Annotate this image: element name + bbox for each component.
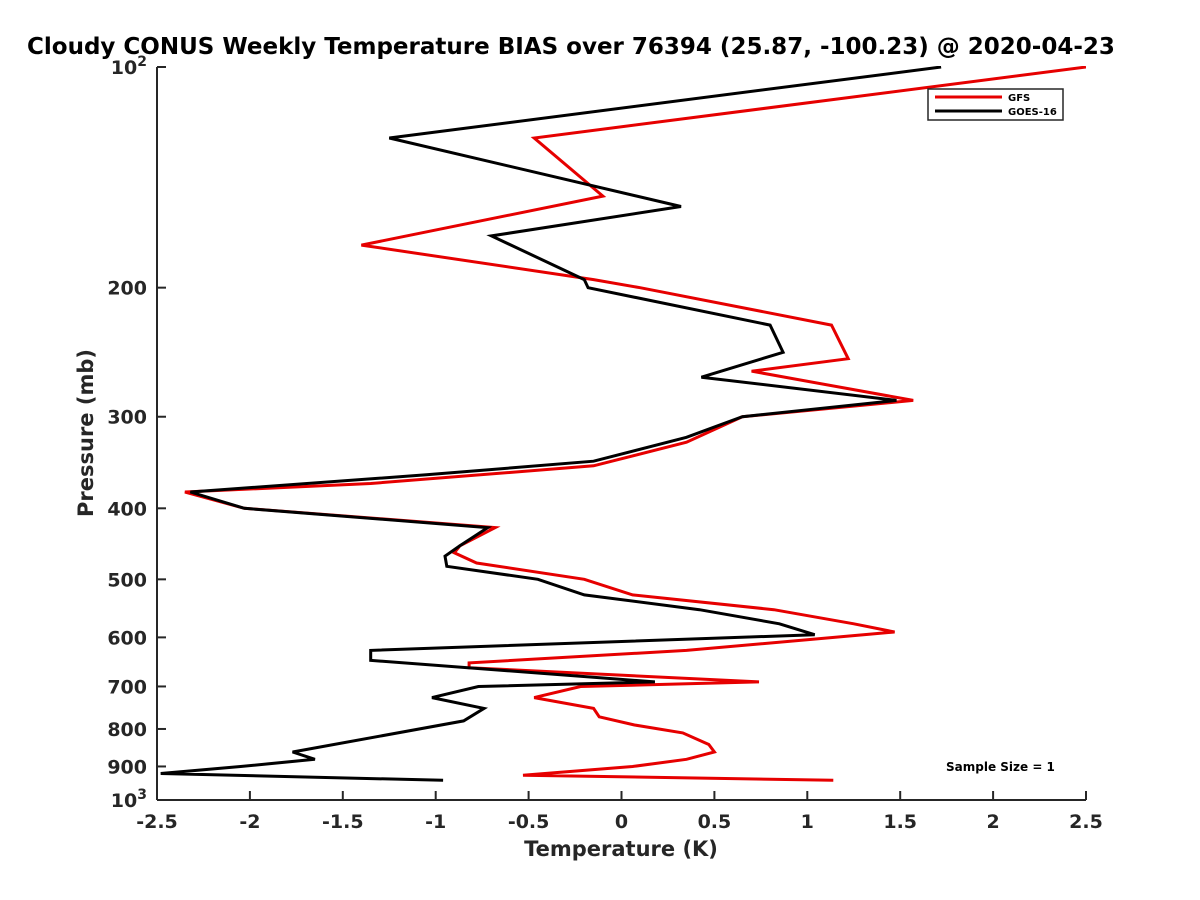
series-layer — [160, 66, 1086, 782]
x-tick-label: -2 — [239, 811, 260, 833]
legend-label: GOES-16 — [1008, 107, 1057, 118]
axes-layer: -2.5 -2 -1.5 -1 -0.5 0 0.5 1 1.5 2 2.5 102 200 300 400… — [107, 54, 1103, 833]
x-tick-label: 1 — [801, 811, 814, 833]
plot-background — [157, 67, 1086, 800]
y-tick-label: 700 — [107, 676, 147, 698]
x-tick-label: 2 — [986, 811, 999, 833]
x-axis-label: Temperature (K) — [524, 837, 718, 861]
x-tick-label: -0.5 — [508, 811, 550, 833]
y-tick-label: 103 — [111, 787, 147, 812]
sample-size-annotation: Sample Size = 1 — [946, 760, 1055, 774]
x-tick-label: 0 — [615, 811, 628, 833]
y-tick-label: 900 — [107, 756, 147, 778]
x-tick-label: 0.5 — [698, 811, 732, 833]
legend-box — [927, 88, 1064, 121]
y-axis-label: Pressure (mb) — [74, 349, 98, 517]
x-tick-label: -2.5 — [136, 811, 178, 833]
y-tick-label: 800 — [107, 719, 147, 741]
y-tick-label: 500 — [107, 569, 147, 591]
y-tick-label: 102 — [111, 54, 147, 79]
y-tick-label: 600 — [107, 627, 147, 649]
chart-title: Cloudy CONUS Weekly Temperature BIAS ove… — [27, 34, 1115, 60]
x-tick-label: -1.5 — [322, 811, 364, 833]
x-tick-label: 1.5 — [883, 811, 917, 833]
series-line-gfs — [184, 66, 1086, 782]
series-line-goes-16 — [160, 66, 942, 782]
y-tick-label: 400 — [107, 498, 147, 520]
plot-area — [157, 67, 1086, 800]
x-tick-label: 2.5 — [1069, 811, 1103, 833]
x-tick-label: -1 — [425, 811, 446, 833]
y-tick-label: 200 — [107, 278, 147, 300]
y-tick-label: 300 — [107, 407, 147, 429]
legend-label: GFS — [1008, 93, 1030, 104]
legend: GFS GOES-16 — [927, 88, 1064, 121]
